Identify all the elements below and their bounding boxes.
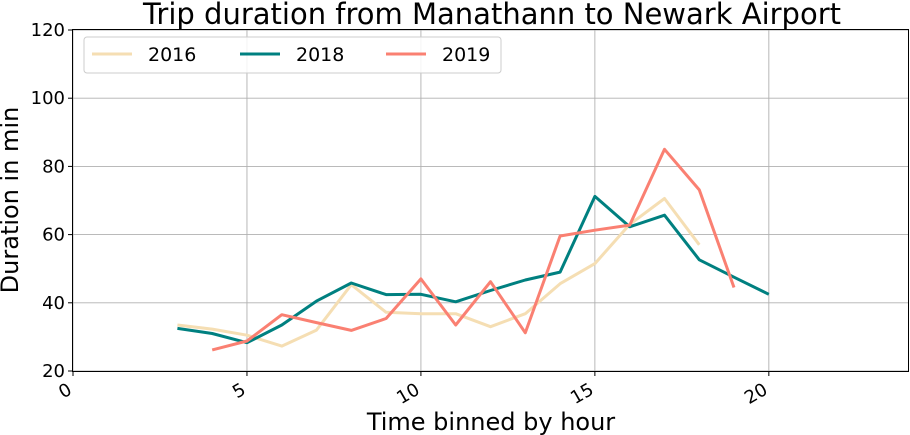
y-tick-label: 60 [42,225,65,246]
legend-label-2016: 2016 [148,44,196,66]
legend: 2016 2018 2019 [83,36,502,74]
y-tick-label: 40 [42,293,65,314]
y-tick-label: 100 [31,88,65,109]
series-lines [177,147,770,352]
legend-label-2018: 2018 [296,44,344,66]
series-line-2016 [177,197,701,348]
chart-title: Trip duration from Manathann to Newark A… [142,0,841,31]
x-tick-label: 15 [567,379,597,409]
legend-label-2019: 2019 [442,44,490,66]
plot-frame [72,29,909,372]
legend-box [83,36,502,74]
y-tick-label: 120 [31,20,65,41]
y-axis-label: Duration in min [0,107,24,294]
series-line-2019 [211,147,736,352]
x-tick-label: 0 [55,379,75,403]
x-tick-label: 20 [741,379,771,409]
series-line-2018 [177,194,770,345]
x-tick-label: 5 [229,379,249,403]
grid [72,29,908,372]
y-tick-label: 20 [42,361,65,382]
x-axis-label: Time binned by hour [366,408,615,435]
y-tick-label: 80 [42,156,65,177]
axis-ticks: 0 5 10 15 20 20 40 60 80 100 120 [31,20,772,409]
x-tick-label: 10 [393,379,423,409]
